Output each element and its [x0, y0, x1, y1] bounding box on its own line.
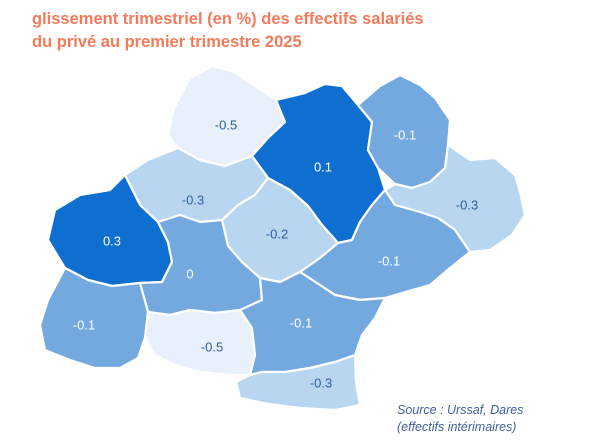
region-south-east[interactable]	[234, 353, 362, 412]
title-line-2: du privé au premier trimestre 2025	[32, 33, 302, 51]
map-title: glissement trimestriel (en %) des effect…	[32, 8, 424, 54]
label-south: -0.1	[290, 315, 312, 330]
label-north-east: -0.1	[394, 127, 416, 142]
region-south-west[interactable]	[38, 266, 150, 370]
label-top-north: -0.5	[215, 117, 237, 132]
label-south-west: -0.1	[73, 317, 95, 332]
title-line-1: glissement trimestriel (en %) des effect…	[32, 10, 424, 28]
label-east: -0.3	[456, 197, 478, 212]
label-center: -0.2	[266, 226, 288, 241]
source-note: Source : Urssaf, Dares (effectifs intéri…	[397, 402, 523, 436]
source-line-1: Source : Urssaf, Dares	[397, 403, 524, 417]
label-center-north: 0.1	[314, 159, 332, 174]
label-west: 0.3	[103, 233, 121, 248]
source-line-2: (effectifs intérimaires)	[397, 420, 517, 434]
label-north-west: -0.3	[182, 192, 204, 207]
label-south-east: -0.3	[310, 375, 332, 390]
label-center-east: -0.1	[378, 253, 400, 268]
label-center-west: 0	[186, 266, 193, 281]
label-south-center: -0.5	[201, 339, 223, 354]
